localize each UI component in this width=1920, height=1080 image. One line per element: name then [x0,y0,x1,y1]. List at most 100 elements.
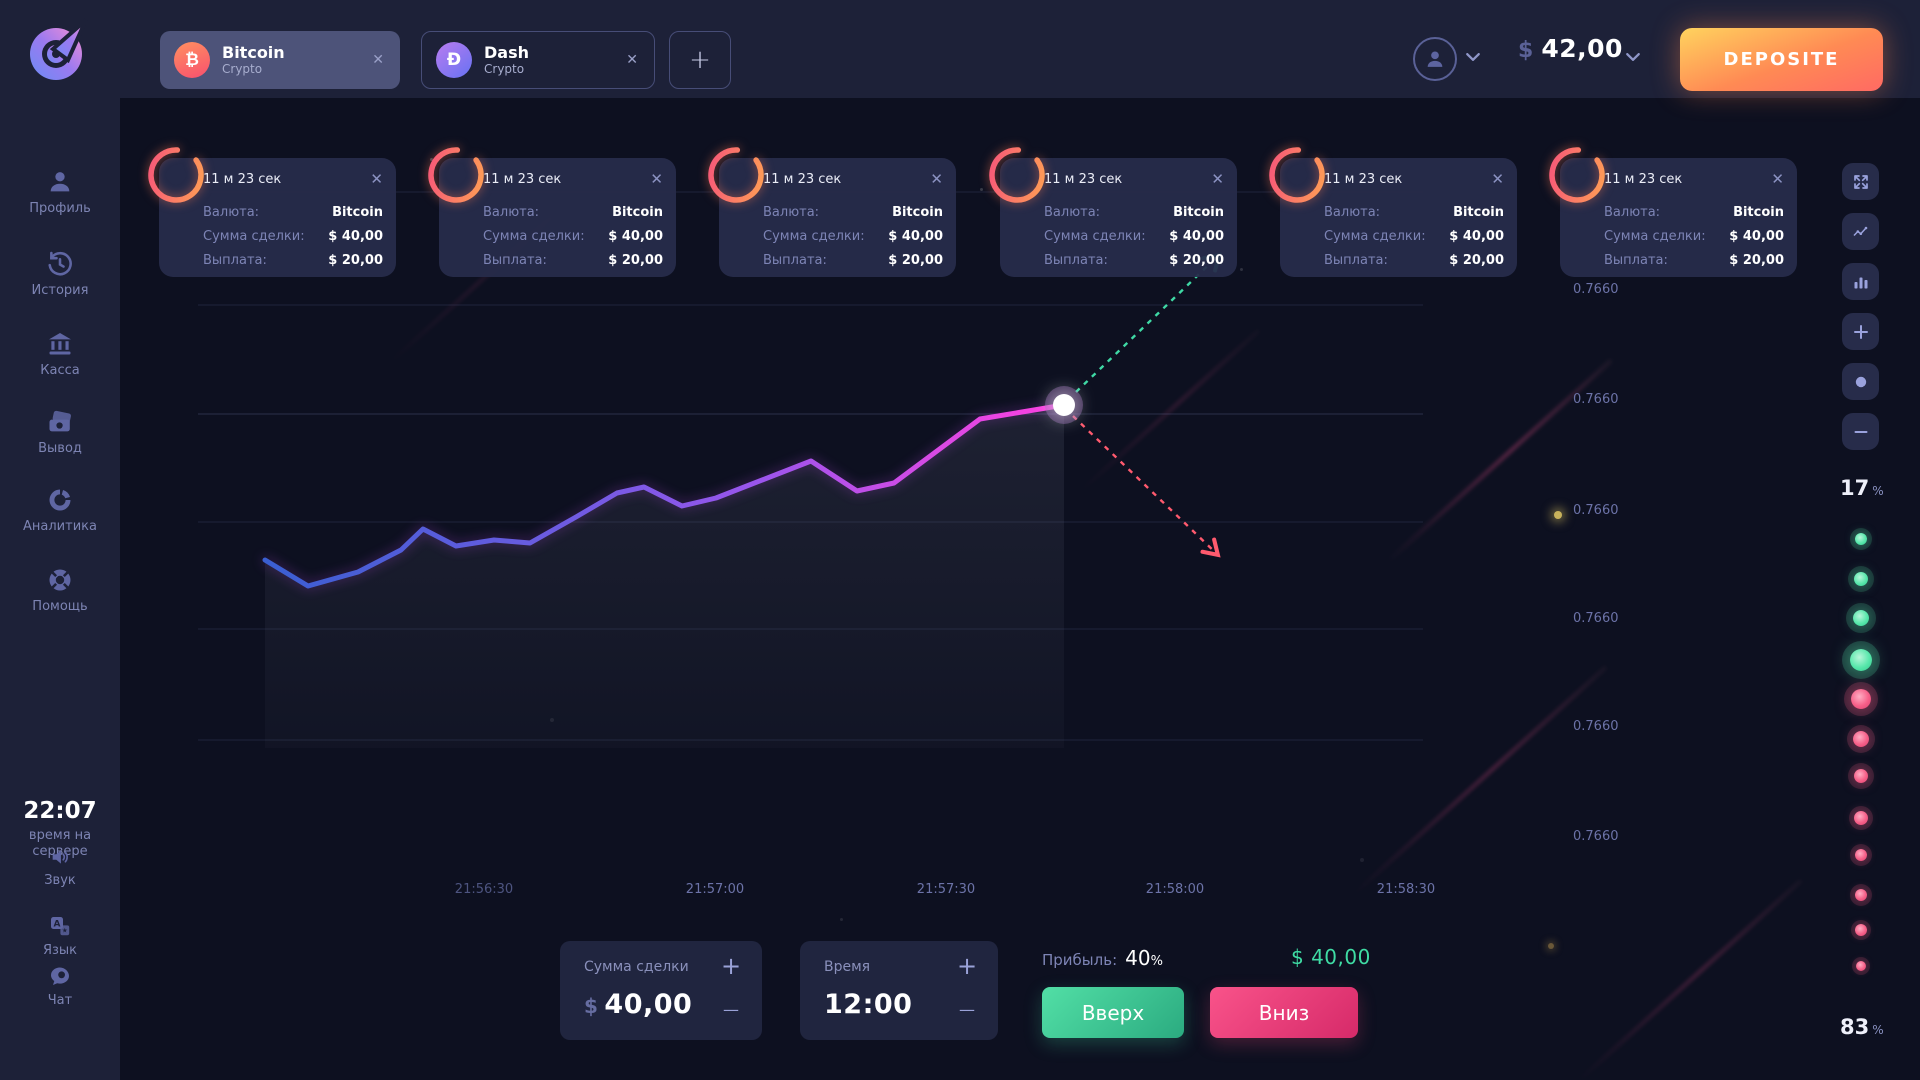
amount-panel: Сумма сделки $40,00 + — [560,941,762,1040]
chat-icon [51,967,69,985]
x-axis-label: 21:57:00 [685,882,745,897]
tab-bitcoin-title: Bitcoin [222,43,285,62]
profit-amount: $ 40,00 [1291,945,1371,969]
star-speck [980,188,983,191]
amount-label: Сумма сделки [584,959,689,975]
amount-decrease-button[interactable]: — [714,993,748,1027]
plus-icon [1853,324,1868,339]
translate-icon: A ★ [51,917,70,936]
line-chart-type-button[interactable] [1842,213,1879,250]
sidebar-item-language[interactable]: A ★ Язык [0,914,120,958]
timer-progress-ring [1549,147,1605,203]
marker-dot-button[interactable] [1842,363,1879,400]
x-axis-label: 21:58:00 [1145,882,1205,897]
sidebar-item-withdraw[interactable]: Вывод [0,408,120,456]
trade-timer: 11 м 23 сек [1324,172,1403,187]
tab-bitcoin-close-icon[interactable]: ✕ [372,52,384,68]
bet-down-button[interactable]: Вниз [1210,987,1358,1038]
bet-up-button[interactable]: Вверх [1042,987,1184,1038]
meteor-streak [1386,358,1614,563]
y-axis-label: 0.7660 [1573,282,1619,297]
time-decrease-button[interactable]: — [950,993,984,1027]
profit-percent: 40 [1125,946,1151,970]
close-trade-icon[interactable]: ✕ [1491,170,1504,188]
avatar[interactable] [1413,37,1457,81]
profit-label: Прибыль: [1042,951,1118,969]
time-increase-button[interactable]: + [950,949,984,983]
top-bar: ₿ Bitcoin Crypto ✕ Ɖ Dash Crypto ✕ + [0,0,1920,98]
sidebar-item-chat[interactable]: Чат [0,964,120,1008]
sidebar-item-sound[interactable]: Звук [0,846,120,888]
sentiment-dot-down [1851,689,1871,709]
timer-progress-ring [148,147,204,203]
sentiment-dot-up [1854,572,1868,586]
add-instrument-button[interactable]: + [669,31,731,89]
dot-icon [1855,376,1866,387]
tab-bitcoin[interactable]: ₿ Bitcoin Crypto ✕ [160,31,400,89]
time-value[interactable]: 12:00 [824,989,913,1020]
left-sidebar: Профиль История Касса Вывод [0,98,120,1080]
sidebar-item-history[interactable]: История [0,250,120,298]
amount-increase-button[interactable]: + [714,949,748,983]
tab-dash[interactable]: Ɖ Dash Crypto ✕ [421,31,655,89]
trade-timer: 11 м 23 сек [203,172,282,187]
timer-progress-ring [428,147,484,203]
sentiment-dot-up [1853,610,1869,626]
sidebar-item-profile[interactable]: Профиль [0,168,120,216]
trade-timer: 11 м 23 сек [1044,172,1123,187]
trade-timer: 11 м 23 сек [1604,172,1683,187]
sentiment-dot-up [1850,649,1872,671]
meteor-streak [1351,664,1609,897]
sentiment-dot-down [1855,849,1867,861]
timer-progress-ring [1269,147,1325,203]
trade-card: 11 м 23 сек ✕ Валюта: Bitcoin Сумма сделк… [1549,147,1797,277]
fullscreen-icon [1853,174,1868,189]
server-time-value: 22:07 [23,798,97,824]
tab-dash-title: Dash [484,43,529,62]
sentiment-dot-down [1855,889,1867,901]
zoom-in-button[interactable] [1842,313,1879,350]
svg-text:A: A [54,919,61,929]
trade-timer: 11 м 23 сек [763,172,842,187]
x-axis-label: 21:58:30 [1376,882,1436,897]
money-icon [49,410,71,432]
avatar-chevron-down-icon[interactable] [1466,53,1480,61]
balance-currency: $ [1518,38,1534,63]
balance-chevron-down-icon[interactable] [1626,53,1640,61]
star-speck [1240,268,1243,271]
svg-text:★: ★ [62,927,68,935]
star-speck [1548,943,1554,949]
sentiment-dot-down [1855,924,1867,936]
close-trade-icon[interactable]: ✕ [650,170,663,188]
sidebar-item-help[interactable]: Помощь [0,566,120,614]
time-label: Время [824,959,871,975]
zoom-out-button[interactable] [1842,413,1879,450]
profile-icon [50,172,70,192]
close-trade-icon[interactable]: ✕ [1771,170,1784,188]
bar-chart-type-button[interactable] [1842,263,1879,300]
balance-amount: 42,00 [1541,34,1623,63]
y-axis-label: 0.7660 [1573,719,1619,734]
speaker-icon [52,850,68,864]
user-icon [1427,51,1443,67]
x-axis-label: 21:57:30 [916,882,976,897]
tab-dash-close-icon[interactable]: ✕ [626,52,638,68]
close-trade-icon[interactable]: ✕ [370,170,383,188]
fullscreen-button[interactable] [1842,163,1879,200]
star-speck [840,918,843,921]
deposit-button[interactable]: DEPOSITE [1680,28,1883,91]
close-trade-icon[interactable]: ✕ [1211,170,1224,188]
sentiment-dot-down [1854,811,1868,825]
sentiment-dot-down [1856,961,1866,971]
amount-value[interactable]: $40,00 [584,989,693,1020]
app-logo-icon [30,18,88,80]
x-axis-label: 21:56:30 [454,882,514,897]
trade-card: 11 м 23 сек ✕ Валюта: Bitcoin Сумма сделк… [708,147,956,277]
sidebar-item-cashier[interactable]: Касса [0,330,120,378]
up-sentiment-percent: 17% [1840,476,1884,500]
close-trade-icon[interactable]: ✕ [930,170,943,188]
balance[interactable]: $ 42,00 [1518,34,1623,63]
trade-card: 11 м 23 сек ✕ Валюта: Bitcoin Сумма сделк… [1269,147,1517,277]
bar-chart-icon [1854,277,1867,288]
sidebar-item-analytics[interactable]: Аналитика [0,486,120,534]
